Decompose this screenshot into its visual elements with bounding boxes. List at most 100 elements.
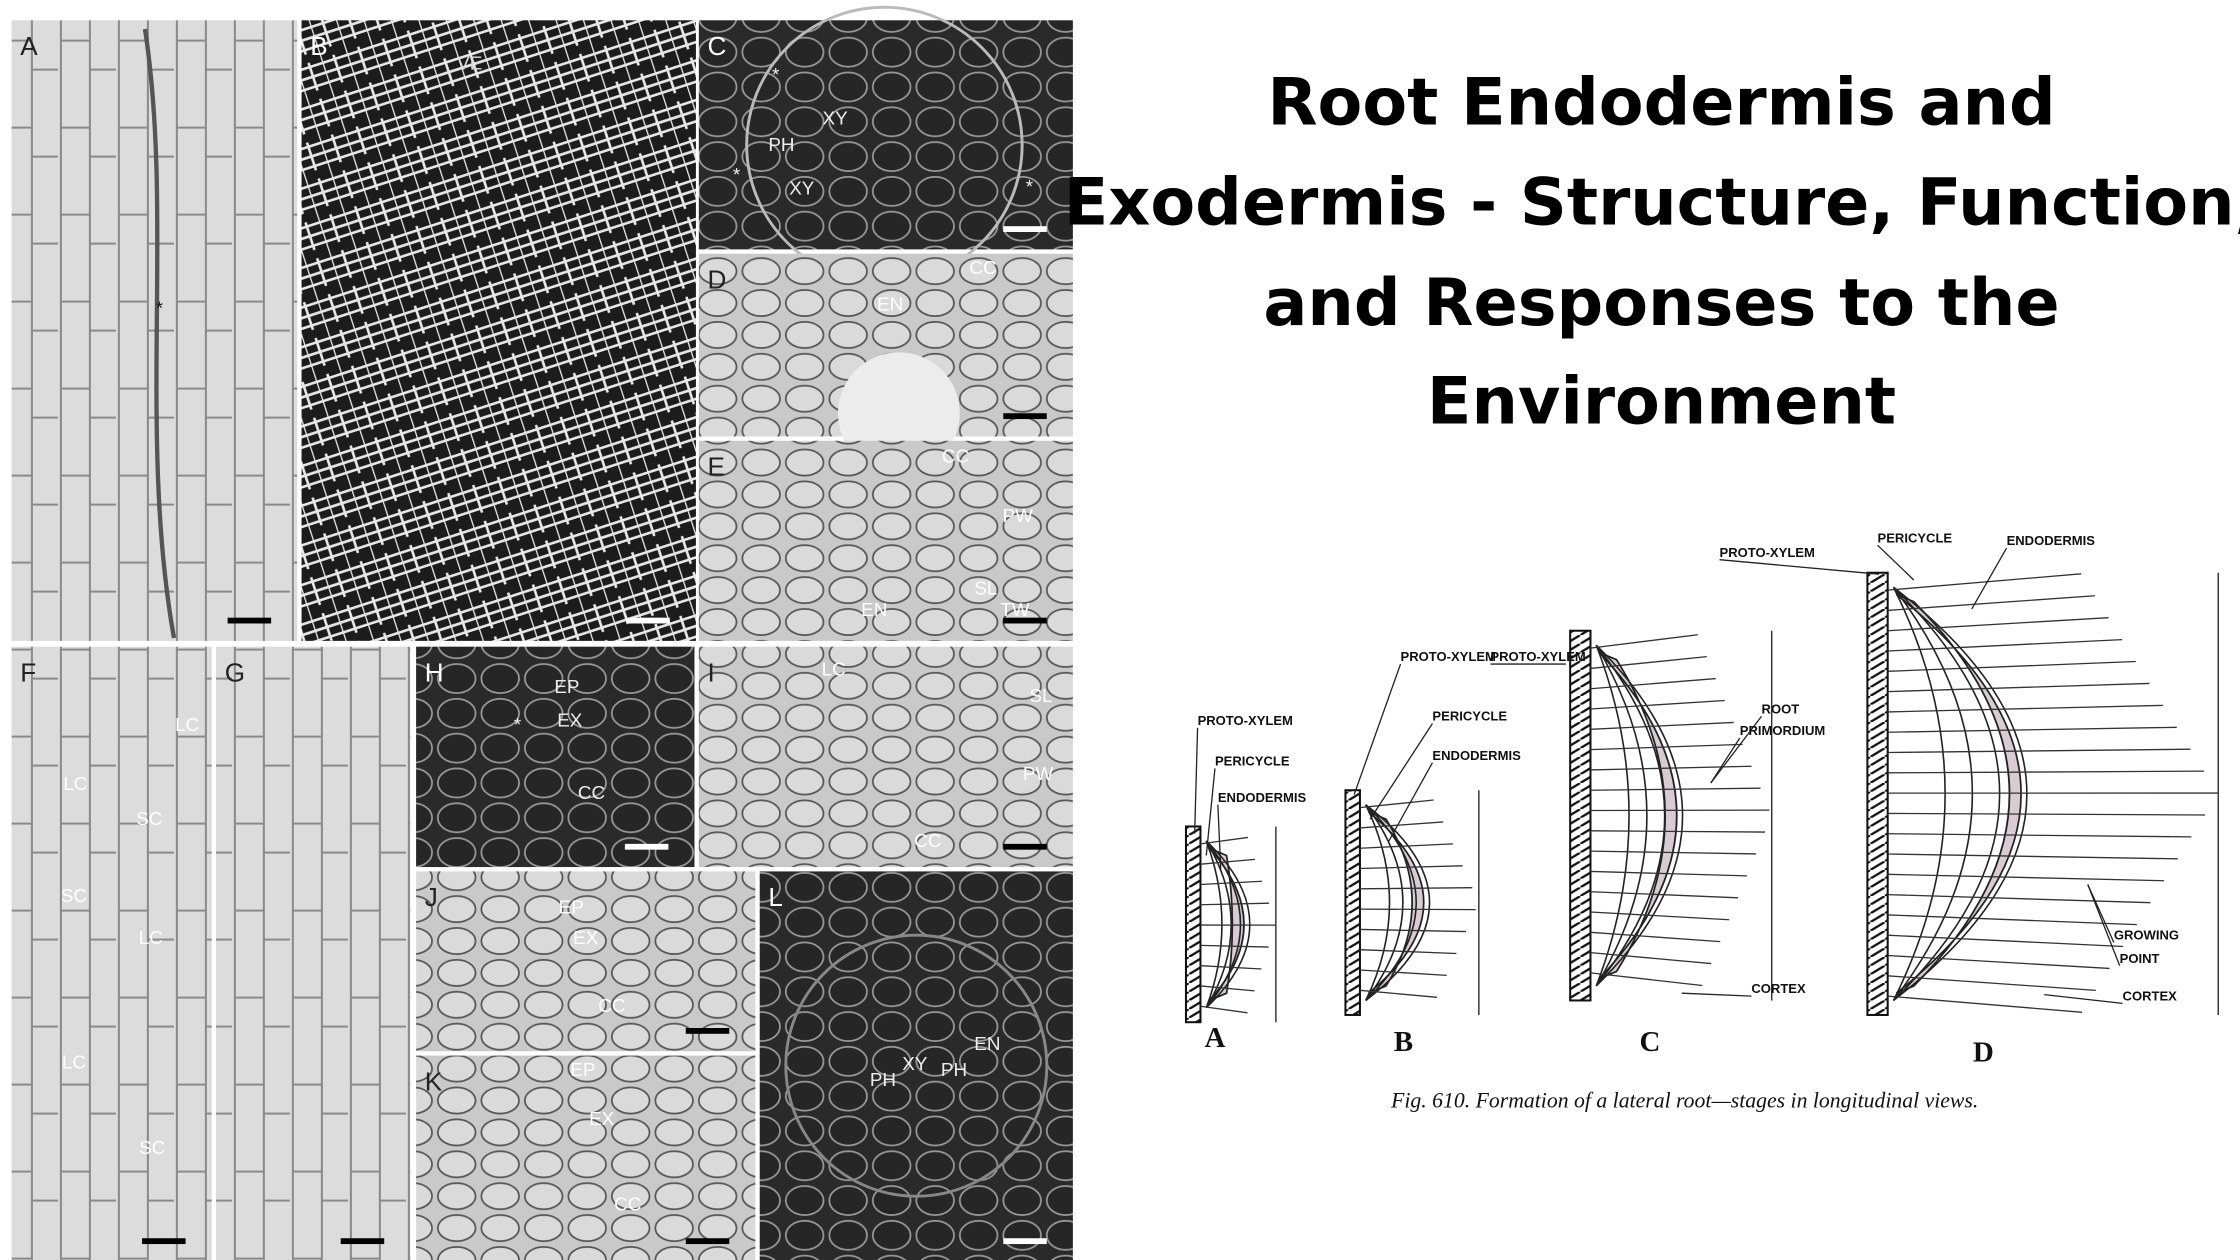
panel-label: * [156,298,164,319]
cell-wall [1200,1005,1248,1014]
cell-wall [1590,677,1716,690]
cell-wall [1359,821,1444,829]
panel: J EP EX CC [416,871,756,1052]
cell-layer [1892,586,1946,1001]
panel-label: EN [861,599,887,620]
panel-label: * [514,714,522,735]
scale-bar [685,1238,730,1245]
scale-bar [340,1238,385,1245]
cell-wall [1359,908,1476,911]
cell-wall [1359,799,1434,809]
cell-wall [1200,902,1270,906]
panel-image [698,440,1073,641]
cell-layer [1595,644,1684,987]
panel-label: PW [1003,505,1034,526]
cell-wall [1359,969,1447,977]
cell-layer [1365,804,1404,1001]
cell-wall [1887,914,2137,926]
scale-bar [1003,226,1047,232]
cell-wall [1887,934,2124,948]
cell-wall [1200,965,1262,970]
panel-label: EX [557,709,583,730]
cell-wall [1359,865,1463,870]
panel-label: PH [768,134,794,155]
diagram-caption: Fig. 610. Formation of a lateral root—st… [1390,1089,1978,1113]
cell-wall [142,28,177,639]
cell-wall [1590,743,1743,751]
panel: I LC SL PW CC [698,646,1073,868]
panel-label: CC [969,257,996,278]
panel-label: CC [942,446,969,467]
scale-bar [1003,1238,1047,1245]
panel-label: EN [877,293,903,314]
panel-image [698,646,1073,868]
cell-wall [1359,843,1453,849]
panel-letter: B [310,31,327,61]
leader-line [1877,544,1915,581]
stage-label: ENDODERMIS [2007,533,2096,548]
cell-wall [1887,954,2110,970]
cell-wall [1590,765,1752,771]
diagram-stage: B PROTO-XYLEM PERICYCLE ENDODERMIS [1344,649,1521,1058]
cell-wall [1887,893,2151,904]
panel-image [416,1055,756,1260]
cell-layer [1205,840,1223,1008]
panel-label: * [772,64,780,85]
stage-label: CORTEX [2123,988,2178,1003]
panel: H EP EX CC * [416,646,695,868]
panel-label: LC [175,714,199,735]
cell-layer [1365,804,1417,1002]
diagram-stage: D PROTO-XYLEM PERICYCLE ENDODERMIS GROWING PO… [1719,530,2219,1068]
stage-label: ROOT [1762,701,1800,716]
panel-image [301,20,696,641]
scale-bar [1003,617,1047,624]
cell-wall [1590,850,1757,855]
leader-line [1353,663,1402,795]
cell-wall [1887,726,2177,733]
leader-line [1217,804,1222,870]
cell-wall [1359,989,1438,998]
panel: F LC LC SC SC LC LC SC [11,646,212,1260]
panel-label: EX [573,927,599,948]
panel-label: LC [63,773,87,794]
protoxylem-strip [1866,571,1889,1016]
stage-label: PROTO-XYLEM [1401,649,1496,664]
cell-wall [1359,928,1467,933]
panel-letter: C [708,31,727,61]
panel-image [416,871,756,1052]
cell-wall [1590,721,1734,730]
panel: K EP EX CC [416,1055,756,1260]
panel: C XY PH XY * * * [698,5,1073,285]
cell-wall [1887,873,2165,882]
protoxylem-strip [1569,629,1592,1002]
panel-label: PW [1023,763,1054,784]
leader-line [1710,737,1741,784]
cell-wall [1590,699,1725,710]
panel-label: SL [974,577,997,598]
leader-line [1194,727,1199,834]
cell-wall [1359,949,1457,955]
title-line: and Responses to the [1263,265,2059,341]
leader-line [1369,723,1433,820]
cell-wall [1200,858,1256,865]
diagram-stage: C PROTO-XYLEM ROOT PRIMORDIUM CORTEX [1490,629,1825,1058]
panel-label: SC [136,808,162,829]
leader-line [1719,559,1880,575]
panel-label: CC [598,995,625,1016]
panel-label: EP [559,896,584,917]
protoxylem-strip [1344,789,1361,1016]
cell-wall [1590,911,1730,921]
panel-label: LC [139,927,163,948]
scale-bar [227,617,272,624]
panel-label: EN [974,1033,1000,1054]
panel: B VE [301,20,696,641]
panel-label: PH [870,1069,896,1090]
cell-wall [1887,573,2082,591]
cell-wall [1887,748,2191,754]
cell-wall [1887,853,2178,860]
leader-line [1205,768,1216,856]
panel-label: PH [941,1059,967,1080]
cell-wall [1590,787,1761,791]
